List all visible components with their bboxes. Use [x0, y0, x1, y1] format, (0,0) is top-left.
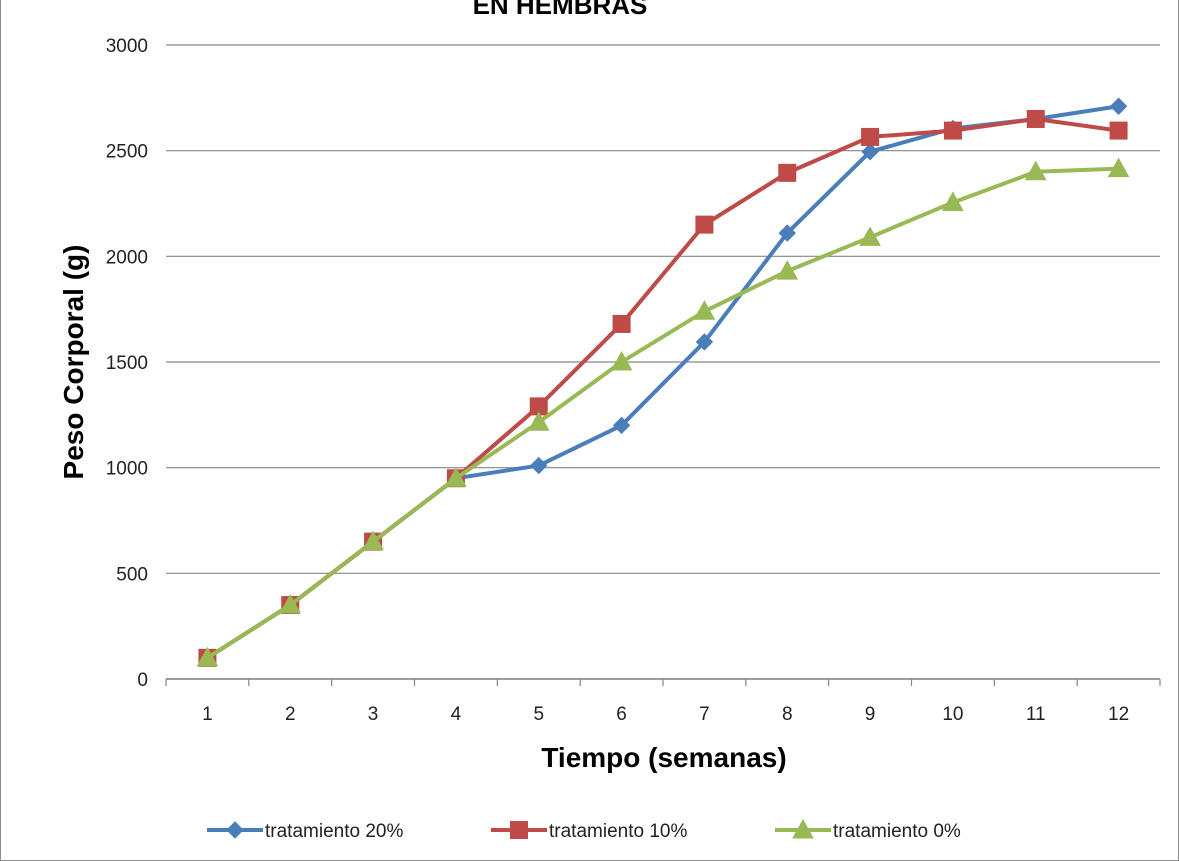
data-point	[1109, 121, 1128, 140]
data-point	[612, 314, 631, 333]
series-line	[206, 166, 1119, 660]
y-tick-label: 2500	[106, 142, 148, 163]
y-axis-ticks: 0 500 1000 1500 2000 2500 3000	[106, 36, 148, 691]
x-tick-label: 1	[202, 704, 213, 725]
legend-item: tratamiento 20%	[207, 821, 403, 842]
legend: tratamiento 20% tratamiento 10% tratamient…	[207, 818, 961, 842]
legend-label: tratamiento 0%	[833, 821, 961, 842]
legend-label: tratamiento 20%	[265, 821, 403, 842]
y-axis-title: Peso Corporal (g)	[58, 245, 89, 480]
series-group	[196, 97, 1130, 667]
data-point	[695, 333, 714, 351]
data-point	[693, 300, 716, 320]
data-point	[612, 416, 631, 435]
x-tick-label: 11	[1026, 704, 1046, 725]
y-tick-label: 500	[116, 564, 148, 585]
data-point	[1109, 97, 1128, 115]
data-point	[942, 191, 964, 211]
x-tick-label: 7	[699, 704, 710, 725]
series-0	[198, 97, 1128, 667]
data-point	[778, 224, 796, 242]
x-tick-label: 8	[782, 704, 793, 725]
y-tick-label: 3000	[106, 36, 148, 57]
data-point	[527, 411, 550, 431]
data-point	[610, 350, 633, 371]
data-point	[362, 530, 384, 551]
data-point	[861, 143, 879, 161]
legend-item: tratamiento 10%	[491, 821, 687, 842]
data-point	[776, 260, 799, 280]
y-tick-label: 0	[137, 670, 148, 691]
x-tick-label: 9	[865, 704, 876, 725]
data-point	[943, 121, 962, 140]
data-point	[859, 226, 881, 246]
data-point	[695, 215, 714, 234]
legend-item: tratamiento 0%	[775, 818, 961, 842]
x-tick-label: 3	[368, 704, 379, 725]
series-line	[206, 116, 1119, 660]
chart-title: EN HEMBRAS	[473, 0, 648, 20]
data-point	[445, 467, 467, 487]
x-tick-label: 5	[533, 704, 544, 725]
series-1	[198, 109, 1128, 667]
x-tick-label: 12	[1108, 704, 1129, 725]
x-axis-title: Tiempo (semanas)	[541, 742, 786, 773]
x-tick-label: 10	[942, 704, 963, 725]
data-point	[778, 163, 797, 182]
data-point	[1024, 160, 1047, 181]
data-point	[1026, 109, 1045, 128]
y-tick-label: 2000	[106, 247, 148, 268]
y-tick-label: 1500	[106, 353, 148, 374]
legend-marker	[510, 821, 528, 839]
data-point	[196, 646, 219, 667]
data-point	[861, 127, 880, 146]
x-tick-label: 4	[451, 704, 462, 725]
data-point	[530, 456, 548, 475]
data-point	[279, 594, 302, 614]
data-point	[1107, 157, 1130, 178]
legend-label: tratamiento 10%	[549, 821, 687, 842]
legend-marker	[226, 821, 244, 839]
y-tick-label: 1000	[106, 459, 148, 480]
x-tick-label: 6	[616, 704, 627, 725]
legend-marker	[792, 818, 814, 839]
series-line	[206, 104, 1119, 660]
x-tick-label: 2	[285, 704, 296, 725]
x-axis-ticks: 1 2 3 4 5 6 7 8 9 10 11 12	[165, 678, 1161, 725]
series-2	[196, 157, 1130, 667]
